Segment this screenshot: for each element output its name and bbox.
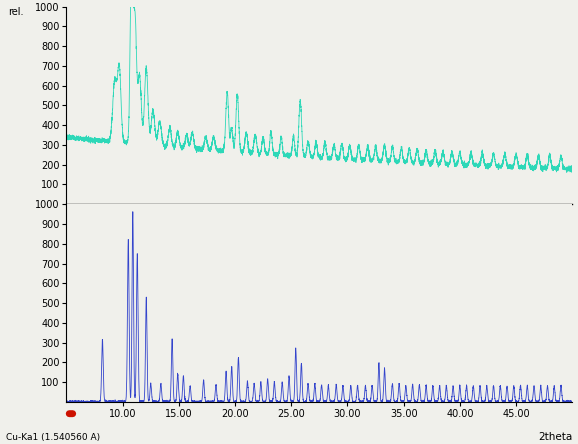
Text: Cu-Ka1 (1.540560 A): Cu-Ka1 (1.540560 A) (6, 433, 100, 442)
Text: 2theta: 2theta (538, 432, 572, 442)
Text: rel.: rel. (8, 7, 24, 17)
